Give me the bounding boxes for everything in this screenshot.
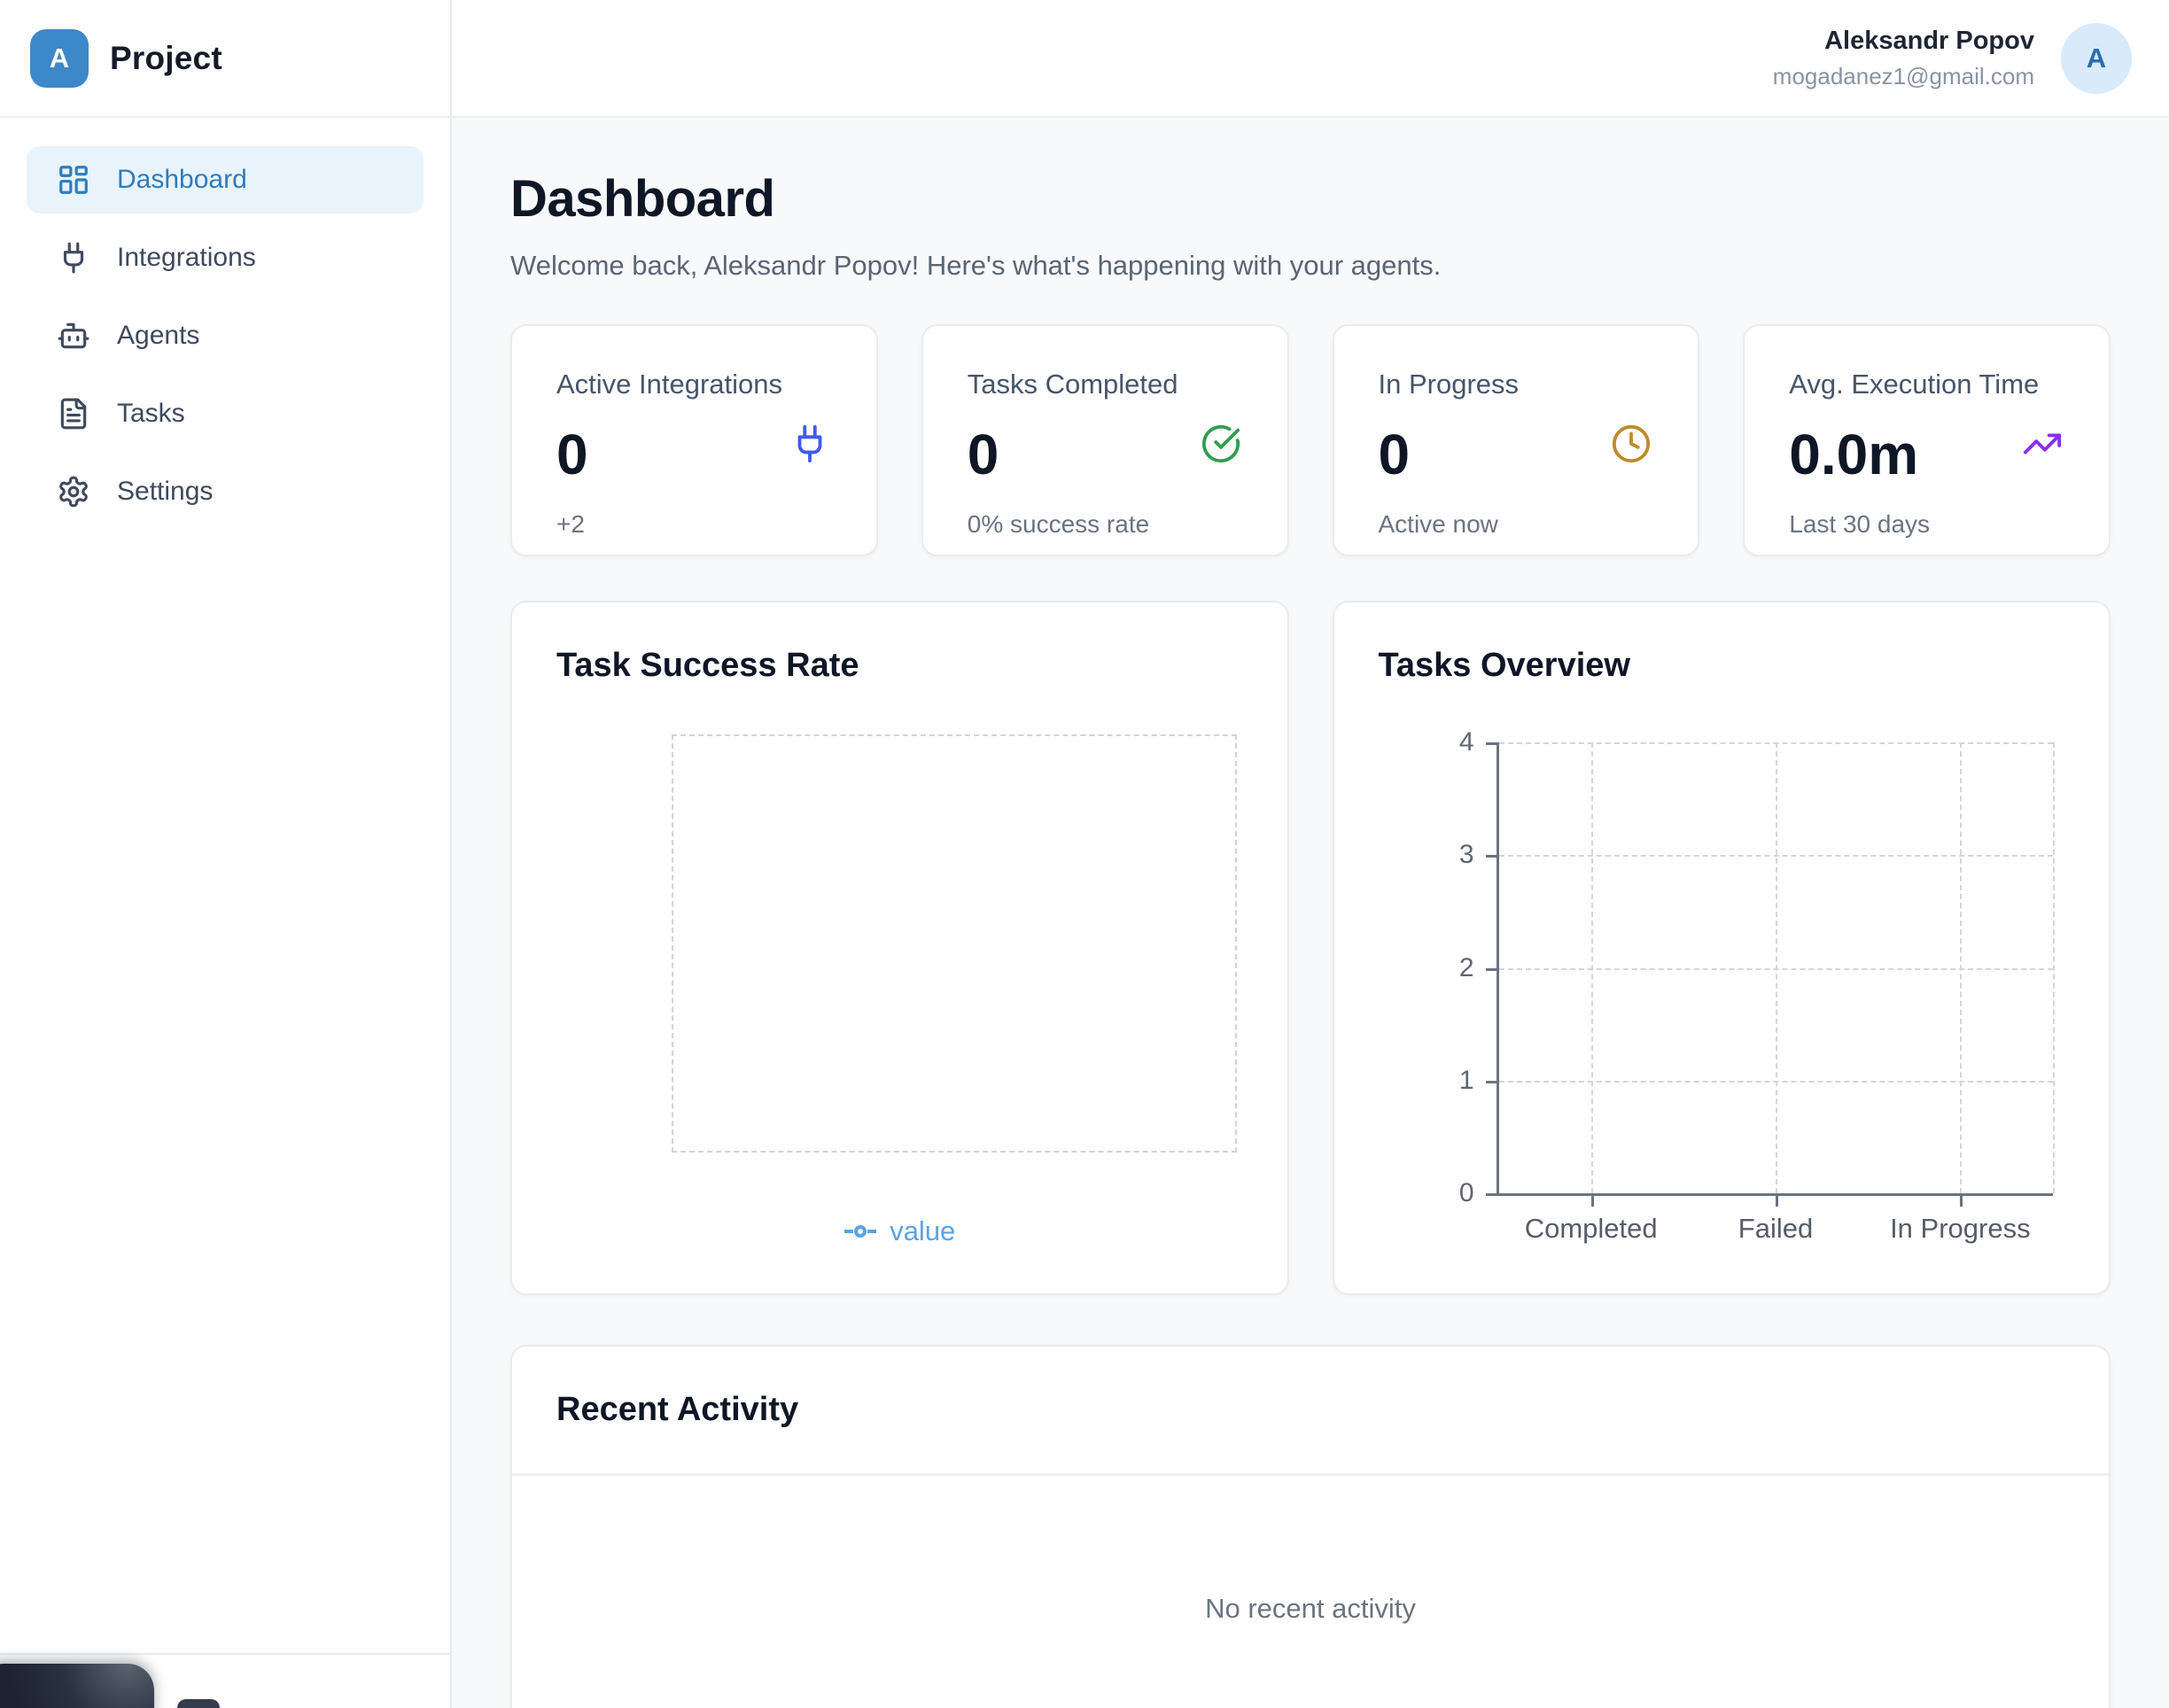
sidebar-item-settings[interactable]: Settings [27,458,424,525]
recent-activity-card: Recent Activity No recent activity [510,1345,2111,1708]
user-info: Aleksandr Popov mogadanez1@gmail.com [1773,27,2034,90]
sidebar-nav: Dashboard Integrations Agents [0,118,450,554]
stat-label: In Progress [1379,369,1654,400]
x-axis-tick [1776,1193,1778,1207]
recent-activity-header: Recent Activity [512,1347,2109,1476]
chart-legend[interactable]: value [512,1215,1287,1247]
chart-title: Task Success Rate [556,647,1243,685]
stat-label: Active Integrations [556,369,832,400]
sidebar-item-label: Settings [117,477,213,507]
stat-label: Tasks Completed [968,369,1243,400]
stat-sub: +2 [556,510,832,539]
sidebar: A Project Dashboard Integrations [0,0,452,1708]
empty-line-chart-area [672,734,1237,1153]
gridline-x-failed [1776,742,1777,1193]
stat-sub: Last 30 days [1789,510,2064,539]
clock-icon [1611,423,1652,464]
dashboard-icon [57,163,90,197]
y-tick-label: 0 [1459,1178,1474,1208]
stat-sub: Active now [1379,510,1654,539]
y-axis-tick [1486,1193,1499,1196]
stat-card-avg-execution-time: Avg. Execution Time 0.0m Last 30 days [1743,324,2111,556]
sidebar-item-label: Integrations [117,243,256,273]
legend-series-label: value [890,1215,955,1247]
recent-activity-title: Recent Activity [556,1391,2064,1429]
trending-up-icon [2022,423,2063,464]
main-area: Aleksandr Popov mogadanez1@gmail.com A D… [452,0,2169,1708]
plug-icon [57,241,90,275]
avatar-letter: A [2087,43,2106,74]
y-tick-label: 2 [1459,953,1474,983]
check-circle-icon [1201,423,1241,464]
brand-name: Project [110,40,222,77]
stats-row: Active Integrations 0 +2 Tasks Completed… [510,324,2111,556]
gridline-right-edge [2053,742,2055,1193]
bot-icon [57,319,90,353]
app-logo: A [30,29,89,88]
sidebar-item-agents[interactable]: Agents [27,302,424,369]
empty-activity-text: No recent activity [1205,1593,1416,1625]
page-subtitle: Welcome back, Aleksandr Popov! Here's wh… [510,250,2111,282]
page-content: Dashboard Welcome back, Aleksandr Popov!… [452,118,2169,1708]
x-axis-tick [1960,1193,1963,1207]
stat-label: Avg. Execution Time [1789,369,2064,400]
corner-badge-glyph [177,1699,220,1708]
avatar[interactable]: A [2061,23,2132,94]
stat-card-active-integrations: Active Integrations 0 +2 [510,324,878,556]
y-tick-label: 3 [1459,840,1474,870]
y-axis-tick [1486,742,1499,745]
chart-title: Tasks Overview [1379,647,2065,685]
y-axis-tick [1486,1081,1499,1083]
corner-badge[interactable] [0,1664,154,1708]
sidebar-item-label: Dashboard [117,165,247,195]
x-tick-label: Failed [1738,1213,1813,1245]
recent-activity-body: No recent activity [512,1476,2109,1708]
sidebar-item-dashboard[interactable]: Dashboard [27,146,424,214]
charts-row: Task Success Rate value Tasks Overview [510,601,2111,1295]
file-text-icon [57,397,90,431]
y-axis-tick [1486,968,1499,971]
bar-chart-plot-area: 4 3 2 1 0 Completed Failed In Progress [1497,742,2053,1196]
gridline-x-in-progress [1960,742,1962,1193]
gridline-x-completed [1591,742,1593,1193]
stat-card-tasks-completed: Tasks Completed 0 0% success rate [921,324,1289,556]
x-tick-label: Completed [1525,1213,1658,1245]
x-tick-label: In Progress [1890,1213,2031,1245]
page-title: Dashboard [510,169,2111,229]
sidebar-header: A Project [0,0,450,118]
tasks-overview-card: Tasks Overview [1333,601,2111,1295]
stat-sub: 0% success rate [968,510,1243,539]
stat-card-in-progress: In Progress 0 Active now [1333,324,1700,556]
sidebar-item-label: Tasks [117,399,185,429]
task-success-rate-card: Task Success Rate value [510,601,1289,1295]
line-series-legend-icon [844,1223,877,1240]
user-email: mogadanez1@gmail.com [1773,63,2034,90]
sidebar-footer-divider [0,1653,450,1655]
x-axis-tick [1591,1193,1594,1207]
y-axis-tick [1486,855,1499,858]
sidebar-item-integrations[interactable]: Integrations [27,224,424,291]
gear-icon [57,475,90,509]
plug-icon [789,423,830,464]
topbar: Aleksandr Popov mogadanez1@gmail.com A [452,0,2169,118]
app-logo-letter: A [50,43,69,74]
sidebar-item-tasks[interactable]: Tasks [27,380,424,447]
user-name: Aleksandr Popov [1773,27,2034,56]
sidebar-item-label: Agents [117,321,199,351]
y-tick-label: 1 [1459,1066,1474,1096]
y-tick-label: 4 [1459,727,1474,757]
